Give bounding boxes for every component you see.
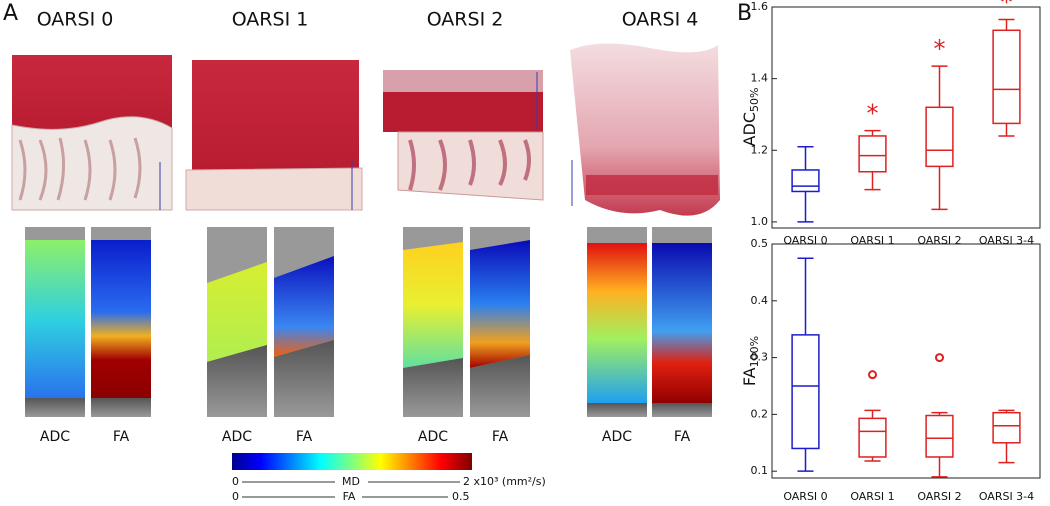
significance: *: [867, 100, 879, 128]
y-label-sub: 50%: [748, 88, 761, 112]
y-axis-label: ADC50%: [740, 88, 762, 147]
y-tick-label: 1.0: [751, 215, 769, 228]
x-tick-label: OARSI 3-4: [979, 490, 1034, 503]
x-tick-label: OARSI 1: [850, 490, 894, 503]
box: [858, 135, 887, 173]
y-tick-label: 0.5: [751, 237, 769, 250]
map-label: FA: [296, 429, 313, 445]
colorbar-label: 0: [232, 475, 239, 488]
map-label: ADC: [602, 429, 632, 445]
box: [992, 29, 1021, 125]
plot-frame: [771, 6, 1041, 229]
y-label-main: FA: [740, 367, 759, 386]
panel-title: OARSI 1: [232, 9, 309, 31]
outlier: [868, 370, 877, 380]
box: [858, 417, 887, 458]
x-tick-label: OARSI 0: [783, 490, 827, 503]
y-axis-label: FA100%: [740, 336, 762, 386]
map-label: FA: [492, 429, 509, 445]
significance: *: [1001, 0, 1013, 17]
y-tick-label: 1.2: [751, 143, 769, 156]
panel-letter: A: [3, 1, 18, 26]
colorbar: [232, 453, 472, 470]
y-tick-label: 1.4: [751, 72, 769, 85]
y-label-sub: 100%: [748, 336, 761, 367]
y-tick-label: 0.1: [751, 464, 769, 477]
plot-frame: [771, 243, 1041, 479]
map-label: ADC: [40, 429, 70, 445]
histology: [11, 43, 720, 216]
colorbar-label: MD: [342, 475, 360, 488]
outlier: [935, 353, 944, 363]
box: [925, 414, 954, 458]
panel-title: OARSI 4: [622, 9, 699, 31]
box: [992, 411, 1021, 444]
x-tick-label: OARSI 3-4: [979, 234, 1034, 247]
x-tick-label: OARSI 1: [850, 234, 894, 247]
y-tick-label: 0.3: [751, 351, 769, 364]
y-tick-label: 0.4: [751, 294, 769, 307]
box: [925, 106, 954, 168]
colorbar-label: 2 x10³ (mm²/s): [463, 475, 546, 488]
map-label: FA: [113, 429, 130, 445]
y-tick-label: 1.6: [751, 0, 769, 13]
x-tick-label: OARSI 2: [917, 490, 961, 503]
x-tick-label: OARSI 0: [783, 234, 827, 247]
colorbar-label: 0: [232, 490, 239, 503]
box: [791, 334, 820, 450]
maps: [25, 227, 712, 417]
map-label: ADC: [418, 429, 448, 445]
colorbar-label: FA: [343, 490, 356, 503]
map-label: ADC: [222, 429, 252, 445]
panel-title: OARSI 2: [427, 9, 504, 31]
colorbar-label: 0.5: [452, 490, 470, 503]
map-label: FA: [674, 429, 691, 445]
box: [791, 169, 820, 193]
panel-letter: B: [737, 1, 752, 26]
x-tick-label: OARSI 2: [917, 234, 961, 247]
significance: *: [934, 35, 946, 63]
y-tick-label: 0.2: [751, 407, 769, 420]
y-label-main: ADC: [740, 112, 759, 146]
panel-title: OARSI 0: [37, 9, 114, 31]
